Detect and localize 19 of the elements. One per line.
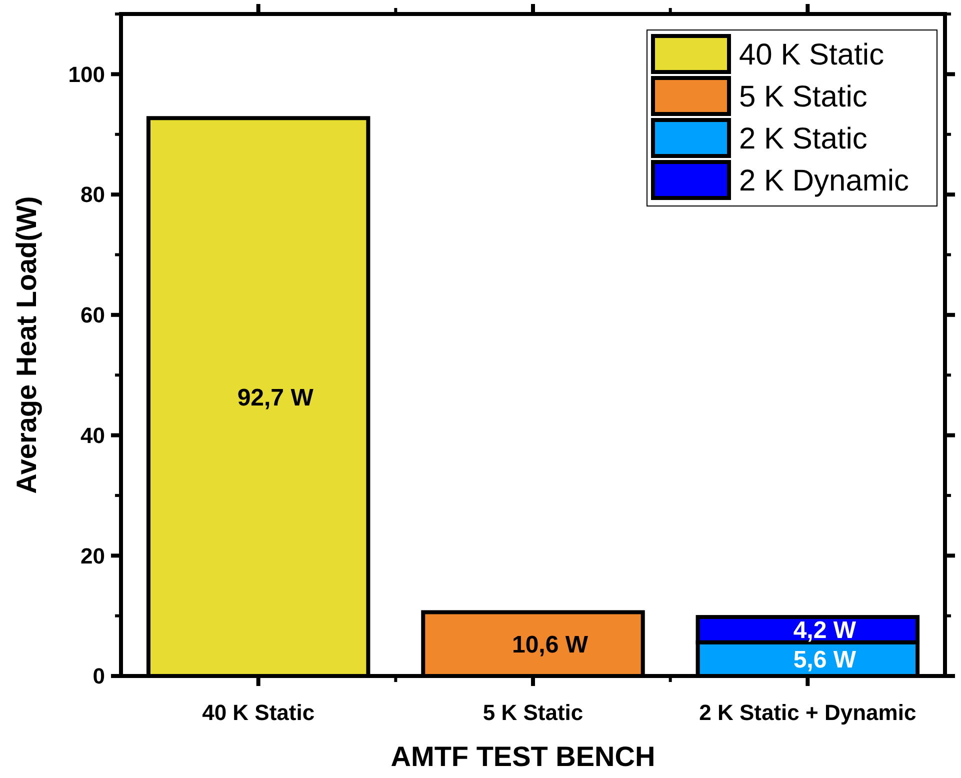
legend-label: 2 K Static — [739, 122, 868, 156]
data-label: 92,7 W — [237, 384, 314, 412]
x-axis-title: AMTF TEST BENCH — [390, 741, 656, 772]
y-tick-label: 80 — [80, 182, 105, 208]
x-tick-label: 40 K Static — [202, 700, 315, 725]
y-tick-label: 60 — [80, 302, 105, 328]
data-label: 10,6 W — [512, 632, 588, 659]
y-tick-label: 0 — [92, 664, 105, 689]
x-tick-label: 2 K Static + Dynamic — [699, 700, 916, 725]
y-tick-label: 100 — [68, 62, 105, 87]
data-label: 5,6 W — [793, 646, 856, 674]
legend-label: 5 K Static — [739, 80, 868, 114]
legend-label: 40 K Static — [739, 38, 884, 72]
y-tick-label: 20 — [80, 543, 105, 568]
data-label: 4,2 W — [793, 617, 856, 644]
y-tick-label: 40 — [80, 422, 105, 448]
legend-label: 2 K Dynamic — [739, 164, 910, 198]
y-axis-title: Average Heat Load(W) — [11, 196, 42, 494]
x-tick-label: 5 K Static — [482, 700, 584, 725]
